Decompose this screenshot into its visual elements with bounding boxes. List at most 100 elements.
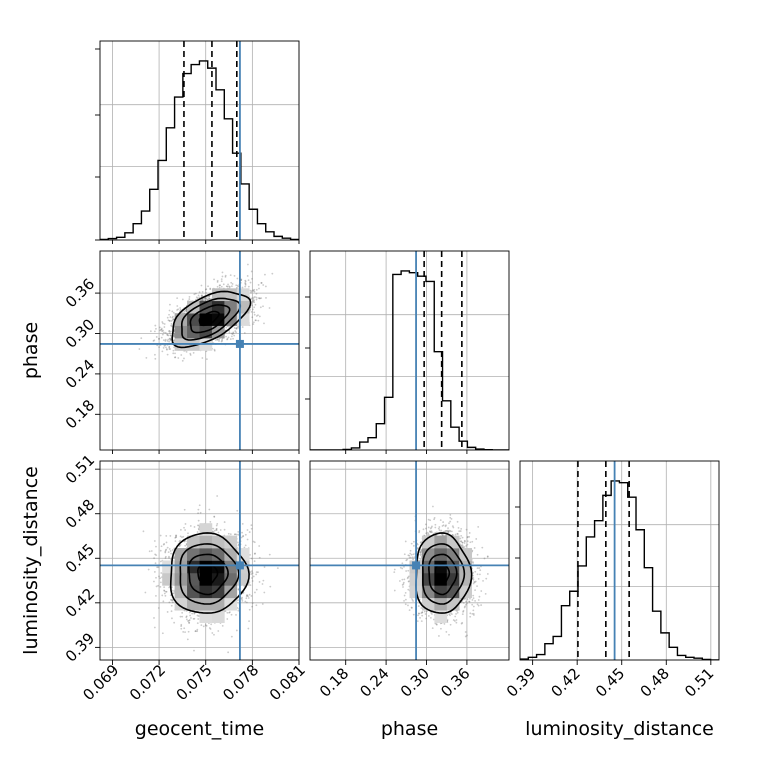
sample-point	[236, 326, 239, 328]
sample-point	[250, 573, 253, 575]
sample-point	[253, 311, 256, 314]
sample-point	[158, 326, 161, 329]
sample-point	[243, 546, 246, 549]
sample-point	[235, 327, 238, 330]
sample-point	[168, 548, 171, 550]
sample-point	[160, 328, 162, 331]
sample-point	[247, 285, 250, 288]
sample-point	[153, 580, 155, 583]
sample-point	[241, 531, 243, 534]
sample-point	[258, 287, 260, 290]
sample-point	[196, 531, 199, 533]
sample-point	[181, 311, 184, 314]
sample-point	[212, 527, 215, 530]
sample-point	[181, 611, 184, 614]
sample-point	[230, 613, 233, 616]
sample-point	[168, 348, 171, 350]
sample-point	[174, 356, 177, 359]
sample-point	[251, 572, 254, 575]
sample-point	[161, 350, 164, 353]
sample-point	[183, 508, 186, 511]
sample-point	[230, 285, 233, 288]
sample-point	[176, 305, 179, 307]
sample-point	[166, 353, 169, 356]
sample-point	[247, 263, 249, 266]
sample-point	[252, 321, 255, 324]
sample-point	[265, 297, 267, 299]
sample-point	[166, 340, 169, 342]
sample-point	[218, 286, 221, 289]
sample-point	[221, 338, 224, 341]
sample-point	[220, 285, 223, 288]
sample-point	[198, 615, 200, 617]
histogram-step-geocent_time	[100, 60, 299, 240]
sample-point	[200, 624, 203, 627]
sample-point	[193, 526, 196, 528]
sample-point	[140, 337, 143, 340]
sample-point	[165, 535, 168, 537]
sample-point	[198, 528, 200, 531]
sample-point	[260, 297, 263, 300]
sample-point	[237, 588, 240, 591]
sample-point	[217, 630, 220, 632]
sample-point	[170, 599, 173, 602]
sample-point	[198, 296, 201, 299]
sample-point	[264, 285, 267, 288]
sample-point	[224, 275, 227, 278]
sample-point	[261, 583, 264, 585]
sample-point	[253, 290, 256, 293]
sample-point	[234, 533, 237, 536]
sample-point	[215, 524, 218, 527]
panel-luminosity_distance-vs-geocent_time	[100, 461, 299, 660]
sample-point	[164, 551, 167, 554]
sample-point	[174, 536, 177, 539]
sample-point	[169, 338, 172, 341]
sample-point	[235, 326, 238, 329]
sample-point	[163, 326, 166, 328]
sample-point	[251, 297, 254, 300]
sample-point	[208, 298, 211, 300]
sample-point	[226, 338, 228, 341]
sample-point	[196, 628, 199, 631]
sample-point	[162, 329, 164, 332]
contour-level-1	[198, 310, 220, 327]
sample-point	[253, 301, 256, 304]
sample-point	[179, 308, 182, 311]
sample-point	[155, 585, 158, 588]
sample-point	[174, 356, 176, 359]
sample-point	[253, 306, 256, 309]
sample-point	[174, 352, 176, 355]
sample-point	[255, 296, 258, 299]
sample-point	[172, 349, 175, 352]
sample-point	[255, 319, 257, 322]
sample-point	[158, 338, 160, 340]
sample-point	[153, 339, 156, 342]
sample-point	[244, 285, 247, 288]
sample-point	[248, 620, 250, 622]
sample-point	[244, 282, 247, 284]
sample-point	[209, 520, 212, 523]
sample-point	[253, 288, 256, 291]
sample-point	[172, 311, 175, 314]
sample-point	[163, 589, 165, 592]
sample-point	[167, 334, 170, 337]
sample-point	[260, 282, 263, 284]
sample-point	[168, 337, 171, 340]
sample-point	[251, 304, 253, 307]
sample-point	[264, 273, 266, 276]
sample-point	[152, 340, 155, 342]
sample-point	[228, 611, 231, 614]
sample-point	[173, 339, 176, 342]
sample-point	[255, 315, 258, 317]
sample-point	[203, 297, 206, 300]
sample-point	[244, 284, 247, 286]
sample-point	[253, 299, 255, 302]
sample-point	[165, 541, 168, 544]
sample-point	[206, 296, 209, 298]
sample-point	[145, 357, 148, 359]
sample-point	[250, 291, 252, 294]
sample-point	[237, 588, 240, 590]
sample-point	[197, 519, 200, 522]
sample-point	[250, 527, 253, 530]
